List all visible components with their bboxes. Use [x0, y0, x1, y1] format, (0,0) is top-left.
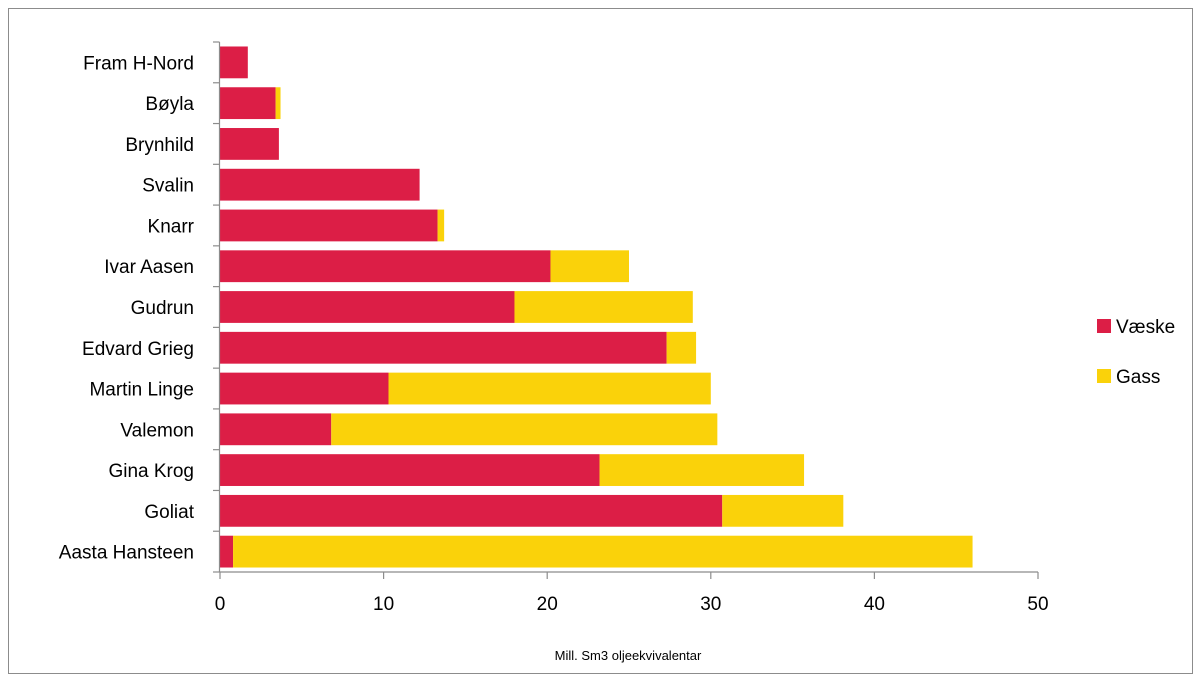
bar-vaeske-2	[220, 128, 279, 160]
bar-vaeske-3	[220, 168, 420, 201]
bar-vaeske-9	[220, 413, 332, 446]
bar-vaeske-12	[220, 535, 234, 568]
legend-swatch-vaeske	[1097, 319, 1111, 333]
category-label: Bøyla	[145, 94, 194, 115]
bar-vaeske-0	[220, 46, 248, 79]
bar-gass-4	[437, 209, 445, 242]
category-label: Svalin	[142, 176, 194, 197]
bar-vaeske-8	[220, 372, 389, 405]
bar-vaeske-1	[220, 87, 276, 120]
x-tick-label: 10	[373, 594, 394, 615]
bar-gass-7	[666, 331, 697, 364]
bar-gass-11	[722, 494, 844, 527]
bar-gass-12	[233, 535, 973, 568]
bars-group	[220, 46, 973, 568]
category-label: Knarr	[148, 216, 195, 237]
category-label: Aasta Hansteen	[59, 543, 194, 564]
bar-vaeske-10	[220, 454, 600, 486]
category-label: Gina Krog	[108, 461, 194, 482]
axes-group	[213, 41, 1039, 579]
legend-label-gass: Gass	[1116, 367, 1160, 388]
bar-gass-9	[331, 413, 718, 446]
category-label: Valemon	[120, 420, 194, 441]
category-label: Goliat	[144, 502, 194, 523]
x-tick-label: 30	[700, 594, 721, 615]
bar-vaeske-5	[220, 250, 551, 283]
category-label: Ivar Aasen	[104, 257, 194, 278]
x-tick-label: 40	[864, 594, 885, 615]
bar-vaeske-4	[220, 209, 438, 242]
x-tick-label: 20	[537, 594, 558, 615]
x-tick-label: 0	[215, 594, 226, 615]
legend: Væske Gass	[1097, 317, 1175, 388]
category-label: Gudrun	[131, 298, 194, 319]
legend-swatch-gass	[1097, 369, 1111, 383]
bar-vaeske-7	[220, 331, 667, 364]
bar-vaeske-6	[220, 291, 515, 323]
x-axis-title: Mill. Sm3 oljeekvivalentar	[555, 648, 702, 663]
bar-gass-6	[514, 291, 693, 323]
legend-label-vaeske: Væske	[1116, 317, 1175, 338]
bar-gass-10	[599, 454, 805, 486]
bar-vaeske-11	[220, 494, 723, 527]
x-tick-label: 50	[1027, 594, 1048, 615]
category-label: Edvard Grieg	[82, 339, 194, 360]
bar-gass-1	[275, 87, 281, 120]
category-label: Brynhild	[125, 135, 194, 156]
bar-gass-5	[550, 250, 629, 283]
category-label: Fram H-Nord	[83, 53, 194, 74]
bar-gass-8	[388, 372, 711, 405]
category-label: Martin Linge	[89, 380, 194, 401]
labels-group: Fram H-Nord Bøyla Brynhild Svalin Knarr Ivar …	[59, 53, 1049, 615]
